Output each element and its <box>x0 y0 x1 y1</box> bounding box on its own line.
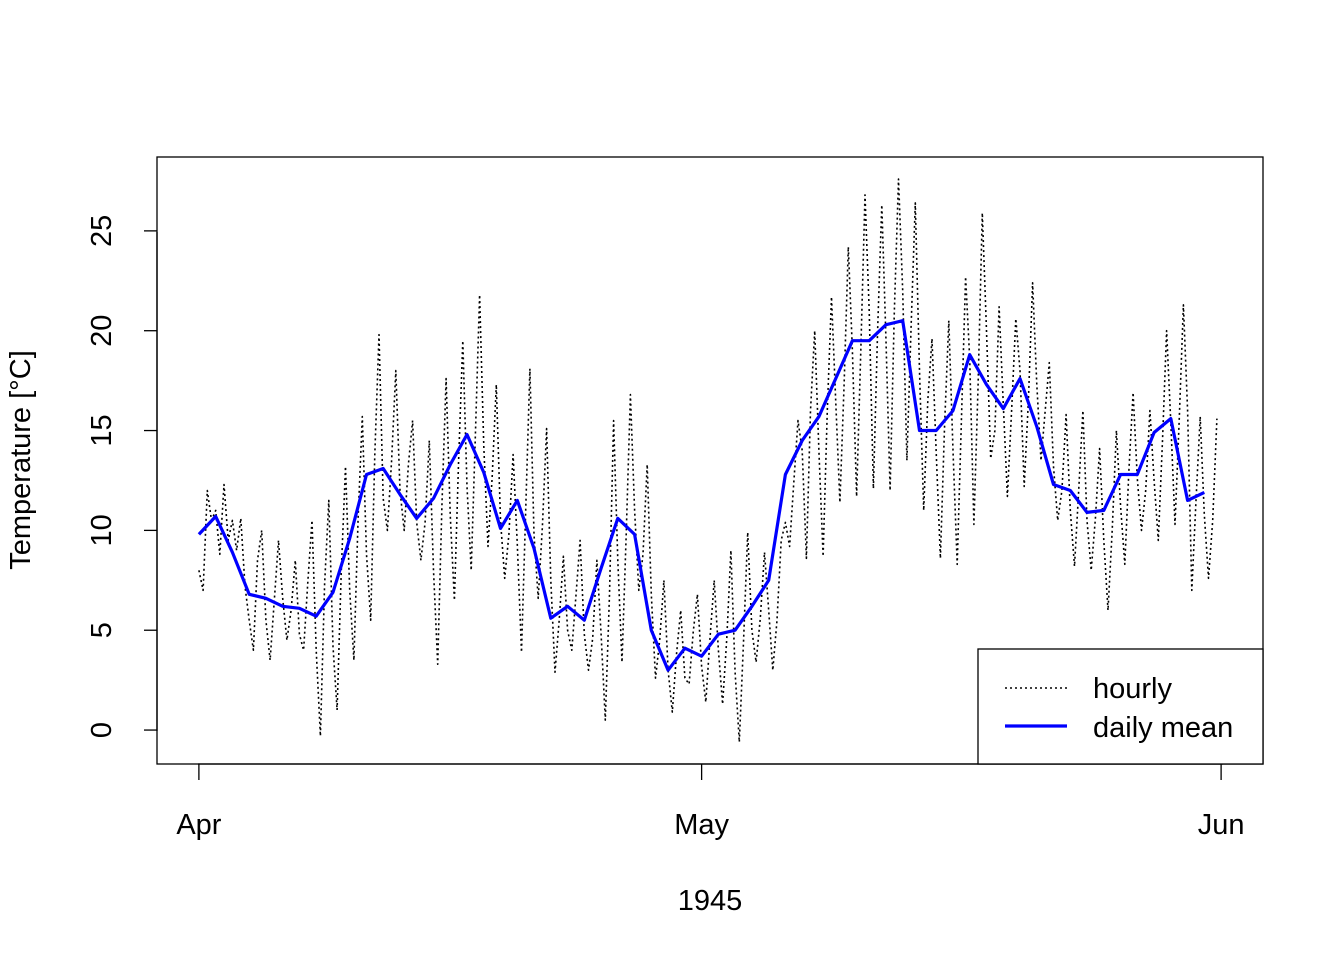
x-tick-label-may: May <box>674 809 729 841</box>
legend: hourly daily mean <box>977 648 1264 765</box>
x-axis-label: 1945 <box>678 885 743 917</box>
plot-frame <box>156 156 1264 765</box>
y-tick-label-0: 0 <box>86 722 118 738</box>
legend-hourly-label: hourly <box>1093 673 1172 705</box>
legend-box <box>977 648 1264 765</box>
y-axis-label: Temperature [°C] <box>5 350 37 570</box>
y-tick-label-15: 15 <box>86 414 118 446</box>
series-layer <box>197 178 1218 743</box>
x-tick-label-jun: Jun <box>1198 809 1245 841</box>
y-tick-label-5: 5 <box>86 622 118 638</box>
legend-daily-mean-label: daily mean <box>1093 712 1233 744</box>
series-daily-mean-line <box>197 319 1205 672</box>
x-tick-label-apr: Apr <box>176 809 221 841</box>
series-daily-mean <box>197 319 1205 672</box>
y-tick-label-10: 10 <box>86 514 118 546</box>
y-tick-label-20: 20 <box>86 315 118 347</box>
y-tick-label-25: 25 <box>86 215 118 247</box>
y-axis: 0 5 10 15 20 25 <box>86 215 158 738</box>
